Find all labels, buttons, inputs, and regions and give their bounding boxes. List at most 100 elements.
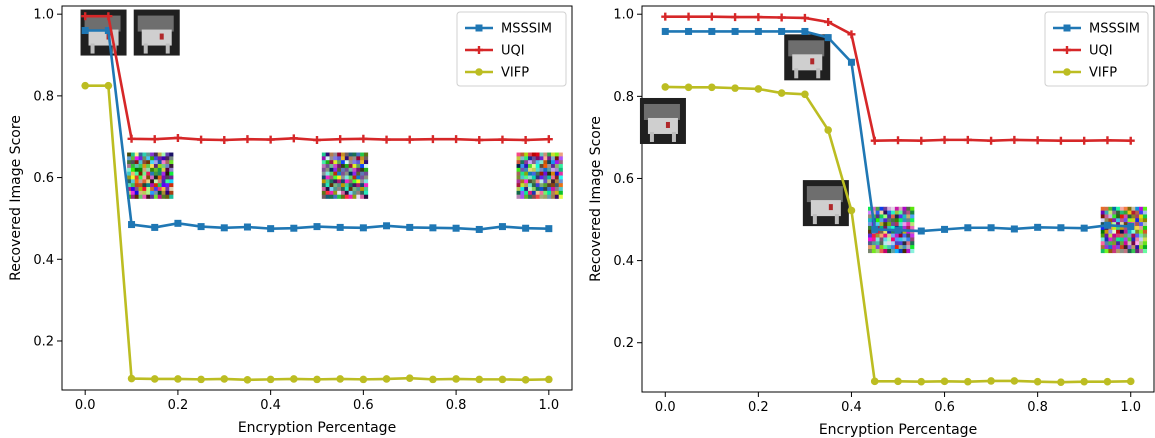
- x-tick-label: 0.6: [353, 398, 374, 413]
- x-axis-label: Encryption Percentage: [819, 422, 977, 438]
- data-point-uqi: [197, 135, 206, 144]
- data-point-vifp: [290, 375, 298, 383]
- data-point-vifp: [987, 377, 995, 385]
- data-point-vifp: [1126, 377, 1135, 386]
- data-point-uqi: [1056, 136, 1065, 145]
- y-tick-label: 0.6: [613, 172, 634, 187]
- y-axis-label: Recovered Image Score: [8, 115, 24, 281]
- data-point-msssim: [731, 27, 739, 35]
- data-point-msssim: [754, 27, 762, 35]
- data-point-vifp: [220, 375, 229, 383]
- legend-marker: [1063, 68, 1071, 76]
- data-point-uqi: [940, 135, 949, 144]
- data-point-msssim: [475, 225, 483, 233]
- data-point-vifp: [870, 377, 879, 386]
- data-point-vifp: [174, 375, 182, 383]
- data-point-uqi: [800, 13, 809, 22]
- data-point-uqi: [963, 135, 972, 144]
- data-point-msssim: [1010, 225, 1018, 233]
- y-tick-label: 1.0: [613, 8, 634, 23]
- x-tick-label: 0.4: [841, 400, 862, 415]
- data-point-uqi: [1080, 136, 1089, 145]
- data-point-msssim: [1080, 224, 1088, 232]
- data-point-msssim: [894, 226, 902, 234]
- data-point-vifp: [127, 374, 136, 383]
- data-point-uqi: [777, 13, 786, 22]
- data-point-msssim: [661, 27, 669, 35]
- y-tick-label: 0.8: [613, 90, 634, 105]
- data-point-msssim: [1103, 221, 1111, 229]
- legend-label: UQI: [501, 44, 525, 59]
- legend-marker: [1063, 46, 1071, 54]
- data-point-vifp: [940, 377, 949, 386]
- data-point-vifp: [801, 90, 809, 99]
- x-tick-label: 0.8: [1027, 400, 1048, 415]
- data-point-vifp: [1080, 377, 1088, 386]
- data-point-uqi: [707, 12, 716, 21]
- data-point-vifp: [661, 83, 670, 91]
- y-axis-label: Recovered Image Score: [588, 116, 604, 282]
- data-point-msssim: [987, 224, 995, 232]
- data-point-msssim: [847, 58, 855, 66]
- data-point-msssim: [220, 224, 228, 232]
- plot-area: [61, 5, 573, 391]
- data-point-vifp: [777, 89, 786, 97]
- data-point-msssim: [778, 27, 786, 35]
- y-tick-label: 0.2: [613, 336, 634, 351]
- data-point-uqi: [847, 30, 856, 39]
- data-point-uqi: [870, 136, 879, 145]
- data-point-vifp: [382, 375, 391, 383]
- thumbnail-furniture: [802, 180, 849, 227]
- data-point-msssim: [336, 223, 344, 231]
- legend-label: VIFP: [1089, 66, 1117, 81]
- data-point-vifp: [266, 375, 275, 384]
- data-point-uqi: [81, 12, 90, 21]
- data-point-msssim: [429, 224, 437, 232]
- plot-area: [641, 5, 1155, 393]
- data-point-vifp: [429, 375, 437, 384]
- data-point-uqi: [150, 135, 159, 144]
- thumbnail-furniture: [133, 9, 180, 56]
- data-point-uqi: [220, 135, 229, 144]
- data-point-uqi: [405, 135, 414, 144]
- data-point-msssim: [197, 223, 205, 231]
- data-point-msssim: [522, 224, 530, 232]
- chart-panel-1: 0.0 0.2 0.4 0.6 0.8 1.0 0.2 0.4 0.6 0.8 1.0 Encrypt…: [8, 5, 573, 436]
- data-point-msssim: [1057, 224, 1065, 232]
- data-point-msssim: [1034, 223, 1042, 231]
- data-point-msssim: [383, 222, 391, 230]
- data-point-vifp: [452, 375, 460, 383]
- data-point-msssim: [941, 225, 949, 233]
- data-point-msssim: [964, 224, 972, 232]
- data-point-msssim: [498, 223, 506, 231]
- data-point-vifp: [545, 375, 553, 384]
- thumbnail-furniture: [639, 97, 686, 144]
- data-point-vifp: [313, 375, 321, 384]
- x-tick-label: 1.0: [1120, 400, 1141, 415]
- data-point-msssim: [267, 225, 275, 233]
- data-point-msssim: [290, 224, 298, 232]
- x-tick-label: 0.2: [168, 398, 189, 413]
- x-tick-label: 1.0: [538, 398, 559, 413]
- data-point-uqi: [1126, 136, 1135, 145]
- data-point-uqi: [1010, 135, 1019, 144]
- data-point-vifp: [684, 83, 693, 92]
- data-point-vifp: [847, 206, 856, 215]
- data-point-uqi: [359, 134, 368, 143]
- data-point-vifp: [964, 377, 972, 386]
- data-point-msssim: [313, 223, 321, 231]
- data-point-msssim: [708, 27, 716, 35]
- legend-label: MSSSIM: [1089, 22, 1140, 37]
- data-point-vifp: [475, 375, 484, 384]
- x-tick-label: 0.2: [748, 400, 769, 415]
- thumbnail-noise: [1100, 206, 1148, 254]
- data-point-vifp: [824, 126, 832, 134]
- x-tick-label: 0.0: [655, 400, 676, 415]
- data-point-uqi: [544, 135, 553, 144]
- data-point-msssim: [104, 27, 112, 35]
- data-point-uqi: [731, 13, 740, 22]
- data-point-uqi: [475, 135, 484, 144]
- legend-label: MSSSIM: [501, 22, 552, 37]
- x-tick-label: 0.8: [446, 398, 467, 413]
- data-point-uqi: [521, 135, 530, 144]
